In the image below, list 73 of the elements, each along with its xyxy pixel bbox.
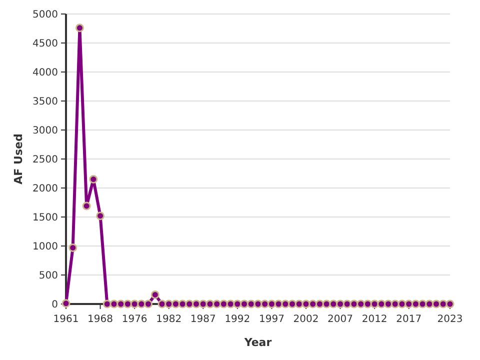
point [89, 175, 98, 184]
point [322, 300, 331, 308]
point [68, 243, 78, 252]
x-tick-label: 2017 [396, 314, 422, 325]
x-tick-label: 2023 [437, 314, 463, 325]
point [315, 300, 324, 308]
x-tick-label: 2002 [293, 314, 319, 325]
point [198, 300, 208, 308]
y-tick-label: 500 [38, 270, 58, 282]
point [123, 300, 132, 308]
y-tick-label: 4000 [32, 68, 58, 78]
y-tick-label: 0 [52, 300, 58, 310]
point [144, 300, 153, 308]
point [185, 300, 194, 308]
point [130, 300, 139, 308]
point [342, 300, 352, 308]
point [260, 300, 270, 308]
point [226, 300, 235, 308]
point [370, 300, 379, 308]
point [308, 300, 318, 308]
y-tick-label: 4500 [32, 38, 58, 50]
point [363, 300, 372, 308]
point [96, 212, 105, 220]
point [425, 300, 434, 308]
point [432, 300, 441, 308]
point [192, 300, 201, 308]
x-tick-label: 2007 [328, 314, 354, 325]
point [384, 300, 393, 308]
y-tick-label: 1500 [32, 212, 58, 224]
y-tick-label: 5000 [32, 10, 58, 20]
x-tick-label: 1987 [190, 314, 216, 325]
point [150, 290, 160, 299]
point [274, 300, 283, 308]
point [246, 300, 256, 308]
x-tick-label: 2012 [362, 314, 388, 325]
point [418, 300, 427, 308]
x-tick-label: 1982 [156, 314, 182, 325]
point [411, 300, 420, 308]
point [178, 300, 187, 308]
point [329, 300, 338, 308]
point [82, 202, 91, 210]
point [75, 24, 84, 32]
y-tick-label: 2000 [32, 184, 58, 194]
point [171, 300, 180, 308]
point [137, 300, 146, 308]
x-tick-label: 1997 [258, 314, 284, 325]
y-axis-title: AF Used [12, 134, 25, 184]
y-tick-label: 3000 [32, 126, 58, 136]
y-tick-label: 3500 [32, 96, 58, 108]
y-tick-label: 1000 [32, 242, 58, 252]
x-tick-label: 1961 [53, 314, 79, 325]
point [267, 300, 276, 308]
point [288, 300, 297, 308]
x-tick-label: 1968 [88, 314, 114, 325]
point [404, 300, 414, 308]
x-axis-title: Year [243, 336, 272, 349]
point [390, 300, 400, 308]
point [164, 300, 174, 308]
point [219, 300, 228, 308]
point [212, 300, 222, 308]
point [336, 300, 345, 308]
point [240, 300, 249, 308]
point [356, 300, 366, 308]
point [233, 300, 242, 308]
point [377, 300, 386, 308]
point [102, 300, 112, 308]
y-tick-label: 2500 [32, 154, 58, 166]
x-tick-label: 1976 [122, 314, 148, 325]
x-tick-label: 1992 [224, 314, 250, 325]
point [116, 300, 126, 308]
point [281, 300, 290, 308]
point [294, 300, 304, 308]
point [438, 300, 448, 308]
